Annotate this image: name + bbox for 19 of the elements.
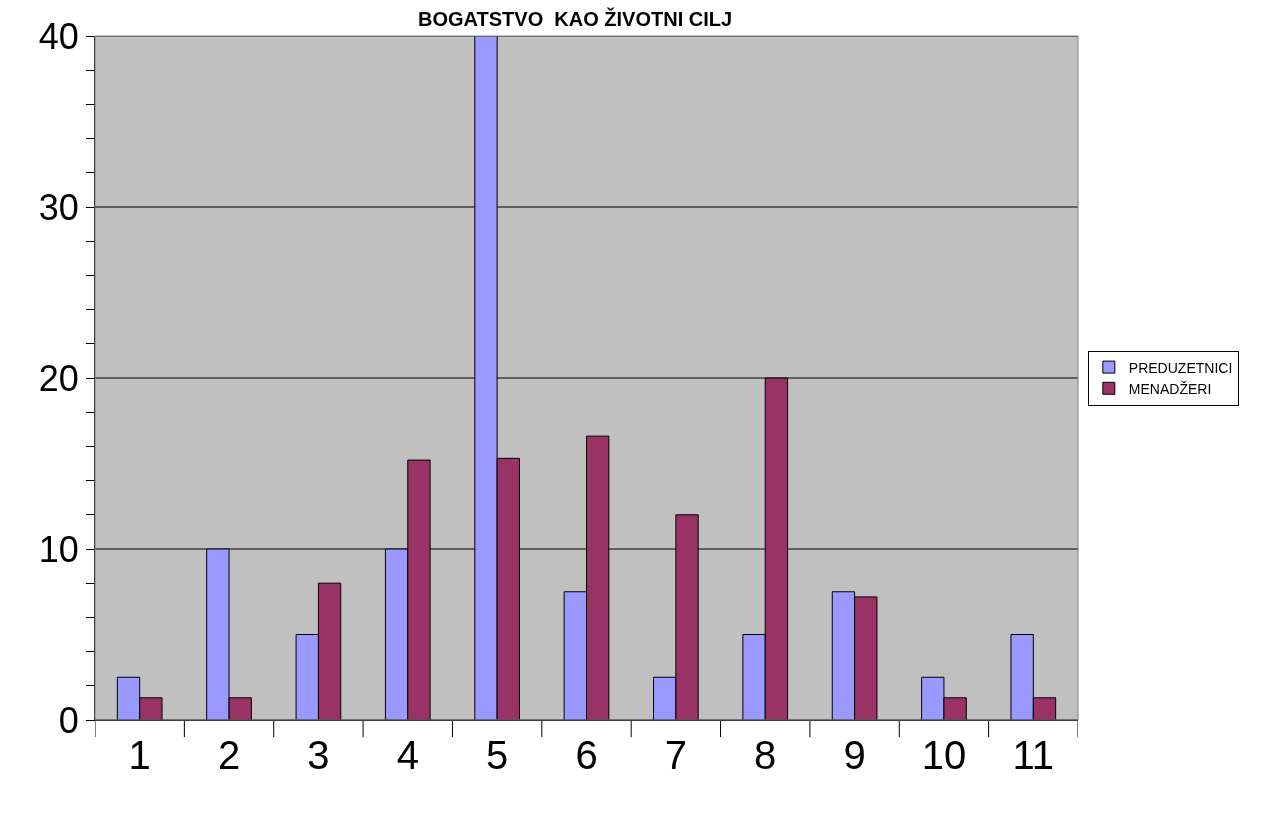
x-tick-label: 11 xyxy=(1012,733,1055,777)
x-tick-label: 5 xyxy=(486,733,509,777)
x-tick-label: 3 xyxy=(307,733,330,777)
y-tick-label: 30 xyxy=(38,186,79,228)
x-tick-label: 6 xyxy=(575,733,598,777)
x-tick-label: 7 xyxy=(664,733,687,777)
y-tick-label: 0 xyxy=(58,699,79,741)
chart-title: BOGATSTVO KAO ŽIVOTNI CILJ xyxy=(418,7,733,31)
y-tick-label: 10 xyxy=(38,528,79,570)
x-tick-label: 9 xyxy=(843,733,866,777)
legend-label: MENADŽERI xyxy=(1128,380,1212,397)
x-tick-label: 4 xyxy=(396,733,419,777)
y-tick-label: 40 xyxy=(38,15,79,57)
y-tick-label: 20 xyxy=(38,357,79,399)
x-tick-label: 8 xyxy=(754,733,777,777)
legend-label: PREDUZETNICI xyxy=(1128,359,1233,376)
x-tick-label: 1 xyxy=(128,733,151,777)
x-tick-label: 2 xyxy=(217,733,241,777)
x-tick-label: 10 xyxy=(921,733,967,777)
